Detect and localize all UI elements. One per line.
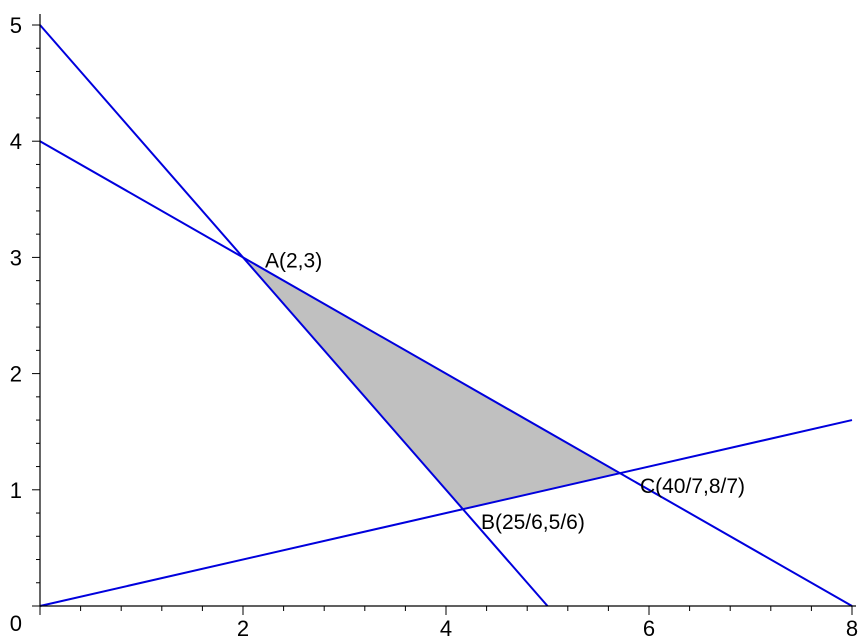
- feasible-region: [243, 257, 620, 510]
- vertex-label: C(40/7,8/7): [640, 475, 745, 498]
- x-tick-label: 2: [237, 616, 249, 639]
- y-tick-label: 1: [10, 478, 22, 503]
- constraint-line-1: [39, 140, 853, 607]
- x-tick-label: 8: [846, 616, 858, 639]
- constraint-line-3: [39, 419, 853, 607]
- x-tick-label: 6: [643, 616, 655, 639]
- y-tick-label: 3: [10, 245, 22, 270]
- y-tick-label: 5: [10, 13, 22, 38]
- vertex-label: B(25/6,5/6): [481, 511, 585, 534]
- x-tick-label: 4: [440, 616, 452, 639]
- y-tick-label: 2: [10, 362, 22, 387]
- y-tick-label: 4: [10, 129, 22, 154]
- constraint-line-2: [39, 24, 549, 607]
- vertex-label: A(2,3): [265, 249, 322, 272]
- y-tick-label: 0: [10, 611, 22, 636]
